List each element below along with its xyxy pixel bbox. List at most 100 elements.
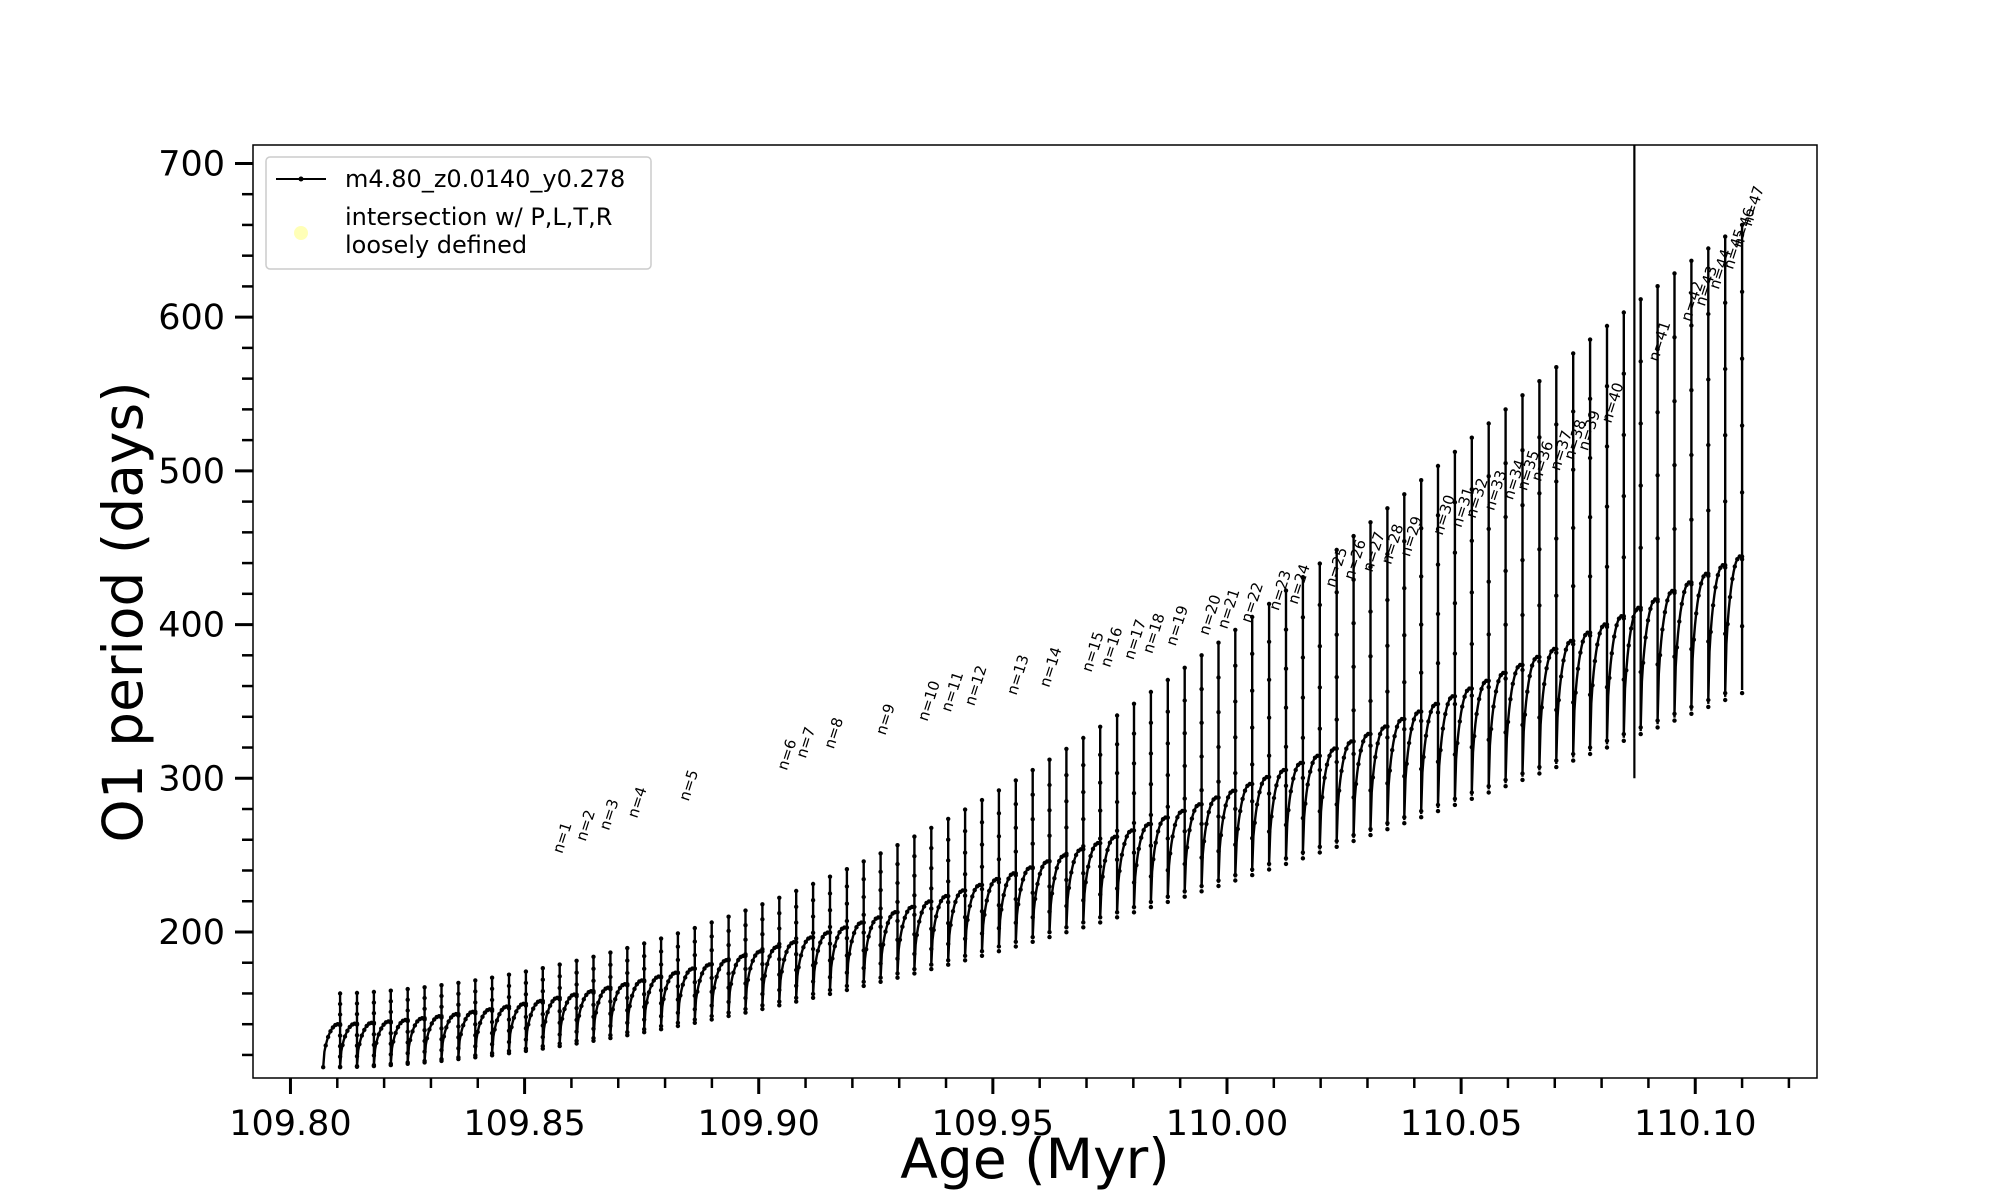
series-point <box>388 1061 393 1067</box>
series-point <box>596 1000 601 1005</box>
series-point <box>627 1003 632 1009</box>
series-point <box>473 1011 478 1016</box>
series-point <box>1691 637 1697 642</box>
series-point <box>1486 421 1491 426</box>
series-point <box>1317 561 1323 566</box>
series-point <box>1706 704 1711 710</box>
series-point <box>1624 668 1629 673</box>
series-point <box>1023 870 1028 876</box>
series-point <box>388 1031 393 1036</box>
series-point <box>1300 655 1306 660</box>
series-point <box>818 940 823 945</box>
series-point <box>405 1029 410 1035</box>
series-point <box>1402 727 1407 732</box>
series-point <box>1604 444 1610 449</box>
series-point <box>880 942 886 947</box>
series-point <box>1221 815 1226 820</box>
series-point <box>1254 802 1260 807</box>
series-point <box>642 992 647 997</box>
series-point <box>1030 841 1035 846</box>
series-point <box>912 854 917 859</box>
series-point <box>1604 564 1610 569</box>
series-point <box>946 900 951 905</box>
series-point <box>1638 421 1643 426</box>
series-point <box>1030 817 1035 822</box>
series-point <box>337 1022 343 1028</box>
y-tick-label: 600 <box>158 298 225 338</box>
series-point <box>1081 762 1086 768</box>
series-point <box>675 1023 681 1029</box>
series-point <box>733 962 739 968</box>
series-point <box>1047 757 1052 762</box>
series-point <box>946 816 951 822</box>
series-point <box>844 970 850 975</box>
series-point <box>1445 702 1450 707</box>
series-point <box>591 990 596 995</box>
series-point <box>767 954 772 959</box>
series-point <box>456 1013 461 1018</box>
series-point <box>946 858 951 863</box>
series-point <box>866 934 871 939</box>
series-point <box>1334 590 1339 595</box>
series-point <box>1182 808 1187 814</box>
series-point <box>354 1063 360 1069</box>
series-point <box>1539 705 1545 710</box>
series-point <box>680 982 685 987</box>
series-point <box>1665 598 1670 603</box>
series-point <box>1250 836 1255 841</box>
series-point <box>1554 707 1559 713</box>
series-point <box>692 939 697 944</box>
series-point <box>1385 506 1390 511</box>
series-point <box>557 1020 562 1025</box>
series-point <box>1114 834 1120 839</box>
series-point <box>678 993 683 998</box>
series-point <box>938 898 944 904</box>
series-point <box>1597 631 1602 636</box>
series-point <box>683 975 688 980</box>
series-point <box>1334 759 1339 765</box>
series-point <box>1334 838 1339 844</box>
series-point <box>929 825 934 831</box>
series-point <box>1368 654 1373 659</box>
series-point <box>1573 690 1578 695</box>
series-point <box>1486 632 1491 637</box>
series-point <box>709 948 714 953</box>
series-point <box>1259 781 1265 786</box>
series-point <box>1283 744 1289 749</box>
series-point <box>388 988 393 993</box>
series-point <box>895 861 900 867</box>
series-point <box>1117 868 1122 874</box>
series-point <box>878 979 883 984</box>
series-point <box>777 972 782 977</box>
series-point <box>1131 820 1137 826</box>
series-point <box>827 987 833 993</box>
series-point <box>1385 781 1390 786</box>
series-point <box>1662 610 1668 615</box>
series-point <box>1402 539 1407 544</box>
series-point <box>1073 852 1079 858</box>
series-point <box>1286 807 1291 813</box>
series-point <box>388 1052 393 1057</box>
series-point <box>1527 673 1532 679</box>
series-point <box>871 920 876 925</box>
series-point <box>861 894 866 900</box>
series-point <box>1250 651 1255 656</box>
series-point <box>1460 704 1465 709</box>
series-point <box>523 1046 529 1051</box>
series-point <box>354 1011 360 1017</box>
series-point <box>1148 899 1154 905</box>
series-point <box>1283 861 1289 867</box>
series-point <box>868 925 874 931</box>
series-point <box>337 1033 343 1038</box>
series-point <box>1723 300 1728 305</box>
series-point <box>439 993 444 999</box>
series-point <box>557 1032 562 1037</box>
series-point <box>579 1003 584 1009</box>
series-point <box>1100 874 1105 879</box>
series-point <box>1621 616 1627 621</box>
series-point <box>540 1034 545 1040</box>
series-point <box>753 953 758 958</box>
series-point <box>591 978 596 983</box>
series-point <box>371 1032 377 1037</box>
series-point <box>1317 753 1323 758</box>
